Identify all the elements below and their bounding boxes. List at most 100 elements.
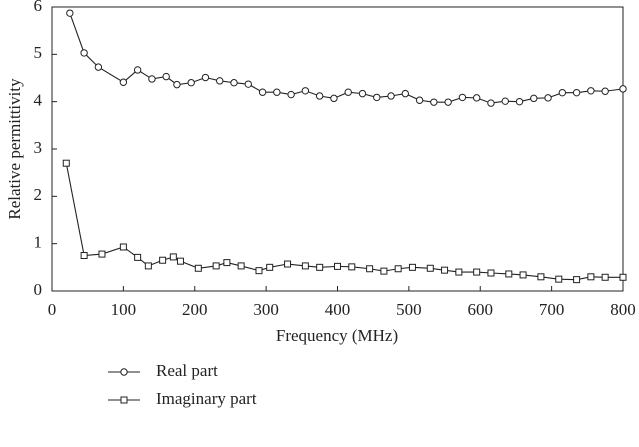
point bbox=[348, 263, 356, 271]
point bbox=[119, 78, 128, 86]
point bbox=[487, 269, 495, 277]
legend-marker bbox=[120, 396, 128, 404]
point bbox=[408, 263, 416, 271]
point bbox=[344, 88, 352, 96]
point bbox=[619, 85, 627, 93]
y-tick-label: 5 bbox=[34, 43, 43, 62]
point bbox=[455, 268, 463, 276]
x-tick-label: 100 bbox=[111, 300, 137, 319]
point bbox=[94, 63, 103, 71]
point bbox=[133, 66, 142, 74]
point bbox=[501, 97, 509, 105]
point bbox=[555, 275, 563, 283]
y-tick-label: 6 bbox=[34, 0, 43, 15]
point bbox=[80, 252, 88, 259]
x-tick-label: 700 bbox=[539, 300, 565, 319]
point bbox=[441, 266, 449, 274]
point bbox=[415, 96, 424, 104]
point bbox=[230, 79, 238, 87]
point bbox=[380, 267, 388, 275]
point bbox=[176, 257, 184, 265]
point bbox=[80, 49, 88, 57]
point bbox=[98, 250, 106, 258]
point bbox=[66, 9, 74, 17]
point bbox=[572, 88, 581, 97]
legend-marker bbox=[120, 368, 128, 376]
y-tick-label: 0 bbox=[34, 280, 43, 299]
point bbox=[244, 80, 252, 88]
point bbox=[444, 98, 452, 106]
legend-label: Real part bbox=[156, 361, 218, 380]
point bbox=[358, 89, 367, 98]
point bbox=[587, 87, 595, 95]
x-tick-label: 200 bbox=[182, 300, 208, 319]
point bbox=[216, 77, 224, 85]
point bbox=[458, 93, 467, 102]
plot-frame bbox=[51, 6, 624, 292]
y-tick-label: 4 bbox=[34, 91, 43, 110]
x-tick-label: 300 bbox=[253, 300, 279, 319]
point bbox=[530, 94, 538, 103]
point bbox=[519, 271, 527, 279]
point bbox=[587, 273, 595, 281]
point bbox=[287, 90, 295, 99]
point bbox=[334, 262, 341, 270]
point bbox=[266, 263, 274, 271]
point bbox=[558, 88, 567, 97]
x-tick-label: 500 bbox=[396, 300, 422, 319]
x-axis-label: Frequency (MHz) bbox=[276, 326, 398, 345]
point bbox=[387, 92, 395, 100]
x-tick-label: 400 bbox=[325, 300, 351, 319]
point bbox=[505, 270, 513, 278]
point bbox=[487, 99, 495, 107]
point bbox=[301, 87, 310, 95]
point bbox=[134, 253, 142, 261]
legend-label: Imaginary part bbox=[156, 389, 257, 408]
point bbox=[273, 88, 281, 96]
y-tick-label: 1 bbox=[34, 233, 43, 252]
point bbox=[201, 73, 210, 82]
point bbox=[373, 93, 381, 102]
y-tick-label: 3 bbox=[34, 138, 43, 157]
point bbox=[144, 262, 152, 270]
point bbox=[237, 262, 245, 270]
point bbox=[212, 262, 220, 270]
point bbox=[162, 72, 170, 81]
point bbox=[315, 92, 324, 100]
series-line bbox=[65, 163, 623, 281]
point bbox=[472, 94, 481, 102]
y-tick-label: 2 bbox=[34, 185, 43, 204]
x-tick-label: 0 bbox=[48, 300, 57, 319]
point bbox=[148, 75, 156, 83]
point bbox=[619, 273, 627, 281]
point bbox=[515, 97, 524, 106]
point bbox=[601, 87, 609, 95]
point bbox=[284, 260, 292, 268]
point bbox=[62, 159, 70, 167]
point bbox=[330, 94, 338, 103]
point bbox=[426, 264, 434, 272]
x-tick-label: 800 bbox=[610, 300, 636, 319]
point bbox=[159, 256, 167, 264]
point bbox=[573, 276, 581, 284]
point bbox=[537, 273, 545, 281]
x-tick-label: 600 bbox=[468, 300, 494, 319]
point bbox=[430, 98, 438, 106]
point bbox=[173, 80, 181, 89]
point bbox=[255, 267, 263, 275]
point bbox=[169, 253, 177, 261]
point bbox=[394, 265, 402, 273]
point bbox=[544, 94, 552, 102]
point bbox=[194, 264, 202, 272]
y-axis-label: Relative permittivity bbox=[5, 78, 24, 220]
point bbox=[473, 268, 481, 276]
point bbox=[301, 262, 309, 270]
point bbox=[401, 89, 410, 98]
point bbox=[119, 243, 127, 251]
point bbox=[187, 79, 195, 87]
point bbox=[316, 263, 324, 271]
point bbox=[223, 259, 231, 267]
point bbox=[366, 265, 374, 273]
